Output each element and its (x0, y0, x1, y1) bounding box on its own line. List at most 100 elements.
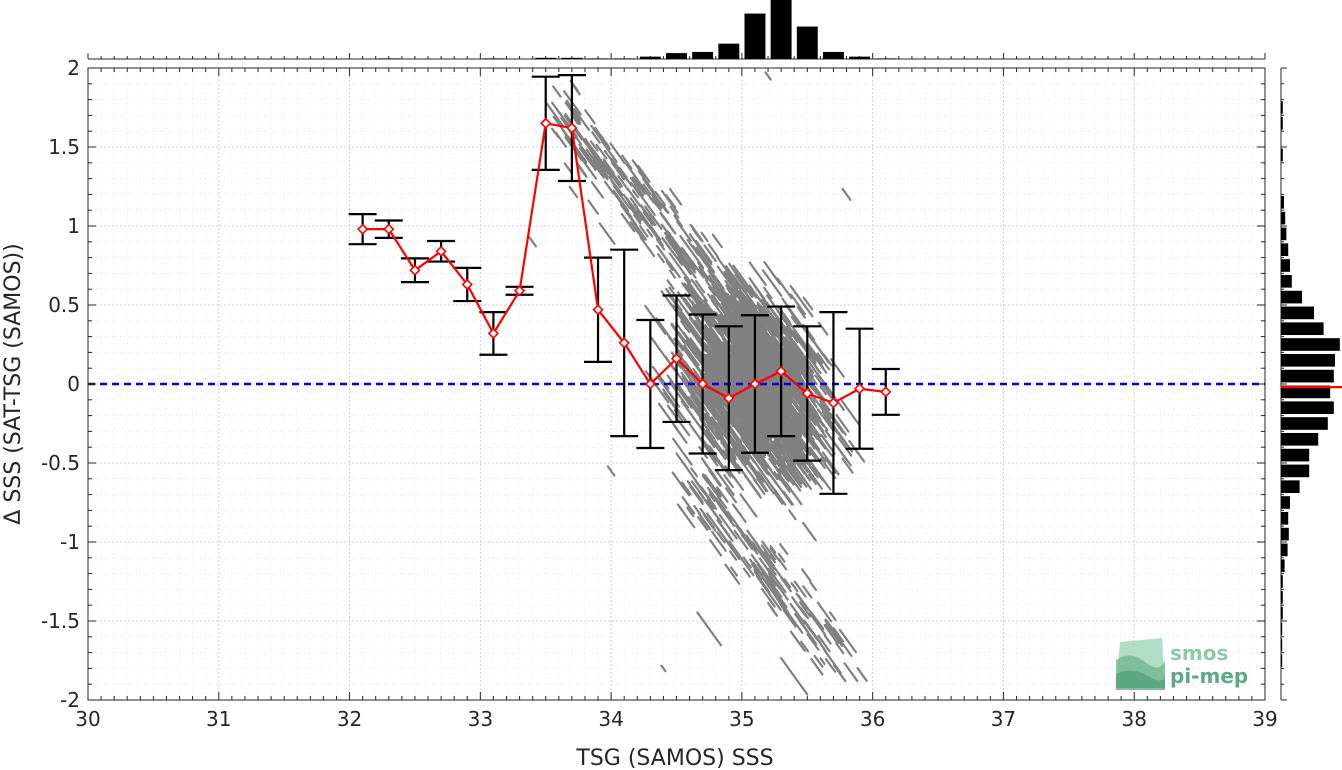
scatter-streak (668, 381, 690, 409)
mean-point (853, 383, 866, 395)
scatter-streak (729, 370, 739, 382)
right-hist-bar (1281, 353, 1335, 367)
scatter-streak (655, 244, 675, 270)
mean-point (409, 264, 421, 276)
scatter-streak (773, 491, 784, 505)
x-tick-label: 35 (729, 707, 754, 731)
scatter-streak (568, 185, 579, 199)
scatter-streak (689, 258, 705, 279)
scatter-streak (701, 474, 709, 484)
scatter-streak (804, 329, 830, 364)
scatter-streak (786, 463, 803, 485)
scatter-streak (680, 320, 691, 334)
scatter-streak (730, 390, 740, 403)
scatter-streak (791, 596, 807, 617)
scatter-streak (704, 360, 715, 374)
scatter-streak (727, 324, 744, 347)
scatter-streak (728, 540, 741, 558)
y-axis-label: Δ SSS (SAT-TSG (SAMOS)) (1, 243, 26, 524)
scatter-streak (835, 413, 850, 433)
scatter-streak (692, 297, 706, 314)
scatter-streak (769, 547, 781, 563)
scatter-streak (676, 503, 696, 529)
scatter-streak (780, 357, 797, 379)
scatter-streak (686, 369, 701, 389)
scatter-streak (685, 310, 702, 332)
scatter-streak (708, 286, 717, 297)
scatter-streak (665, 260, 674, 272)
scatter-streak (558, 112, 578, 138)
scatter-streak (603, 180, 615, 195)
scatter-streak (832, 627, 845, 643)
right-hist-bar (1281, 448, 1310, 462)
scatter-streak (707, 415, 724, 438)
scatter-streak (700, 250, 713, 266)
y-ticks: -2 -1.5 -1 -0.5 0 0.5 1 1.5 2 (41, 56, 1265, 712)
mean-point (618, 337, 630, 349)
scatter-streak (698, 265, 705, 274)
scatter-streak (584, 109, 596, 125)
scatter-streak (703, 244, 717, 263)
scatter-streak (737, 330, 748, 343)
scatter-streak (742, 359, 751, 371)
scatter-streak (766, 336, 781, 355)
scatter-streak (681, 282, 695, 300)
scatter-streak (841, 457, 854, 474)
scatter-streak (761, 587, 776, 608)
mean-point (592, 304, 604, 316)
scatter-streak (750, 563, 760, 575)
scatter-streak (709, 539, 723, 557)
right-hist-bar (1281, 464, 1310, 478)
scatter-streak (688, 304, 698, 316)
scatter-streak (744, 456, 765, 483)
scatter-streak (725, 284, 737, 300)
scatter-streak (724, 538, 741, 561)
scatter-streak (732, 503, 747, 523)
scatter-streak (775, 396, 791, 418)
scatter-streak (696, 611, 723, 647)
scatter-streak (664, 236, 674, 248)
scatter-streak (610, 158, 621, 172)
scatter-streak (607, 166, 624, 188)
scatter-streak (723, 474, 734, 489)
scatter-streak (838, 628, 857, 654)
right-hist-bar (1281, 496, 1290, 509)
scatter-streak (726, 292, 736, 306)
scatter-streak (696, 386, 721, 421)
scatter-streak (690, 225, 704, 242)
scatter-streak (636, 210, 650, 227)
scatter-streak (715, 488, 722, 497)
scatter-streak (768, 471, 793, 506)
scatter-streak (718, 513, 738, 540)
scatter-streak (545, 102, 565, 128)
scatter-streak (795, 412, 814, 436)
scatter-streak (798, 601, 812, 618)
scatter-streak (757, 545, 776, 571)
scatter-streak (773, 471, 782, 481)
scatter-streak (808, 423, 834, 457)
scatter-streak (821, 451, 840, 476)
scatter-streak (753, 568, 763, 581)
scatter-streak (705, 327, 718, 343)
top-histogram (87, 0, 1266, 60)
right-hist-bar (1281, 369, 1334, 383)
scatter-streak (754, 405, 764, 417)
scatter-streak (651, 215, 663, 230)
scatter-streak (788, 509, 797, 521)
scatter-streak (704, 387, 719, 406)
scatter-streak (730, 306, 741, 320)
scatter-streak (650, 336, 676, 372)
scatter-streak (824, 618, 842, 641)
scatter-streak (707, 243, 719, 258)
scatter-streak (837, 437, 853, 457)
scatter-streak (840, 399, 861, 426)
scatter-streak (668, 252, 692, 284)
right-hist-bar (1281, 511, 1289, 525)
scatter-streak (730, 566, 738, 577)
scatter-streak (564, 136, 584, 162)
scatter-streak (747, 441, 767, 468)
scatter-streak (705, 279, 721, 301)
right-hist-bar (1281, 606, 1283, 620)
scatter-streak (686, 480, 704, 504)
scatter-streak (848, 439, 866, 463)
